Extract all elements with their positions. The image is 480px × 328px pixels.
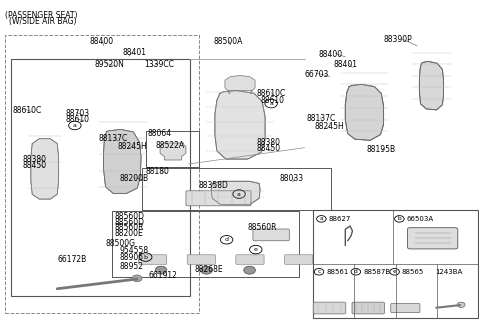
Text: 66703: 66703 bbox=[305, 70, 329, 79]
Text: a: a bbox=[320, 216, 323, 221]
Circle shape bbox=[201, 266, 212, 274]
Text: 88703: 88703 bbox=[65, 109, 89, 118]
Polygon shape bbox=[31, 139, 59, 199]
FancyBboxPatch shape bbox=[352, 302, 384, 314]
Text: 88380: 88380 bbox=[257, 138, 281, 147]
Polygon shape bbox=[345, 84, 384, 140]
Text: 88560R: 88560R bbox=[114, 223, 144, 232]
Text: 88610C: 88610C bbox=[257, 89, 286, 98]
Bar bbox=[313, 210, 479, 318]
FancyBboxPatch shape bbox=[391, 303, 420, 313]
Text: 954558: 954558 bbox=[120, 246, 148, 255]
Text: 88561: 88561 bbox=[326, 269, 348, 275]
Text: 88137C: 88137C bbox=[306, 114, 336, 123]
Bar bbox=[146, 131, 199, 167]
FancyBboxPatch shape bbox=[408, 228, 458, 249]
Text: (W/SIDE AIR BAG): (W/SIDE AIR BAG) bbox=[9, 17, 77, 27]
Text: e: e bbox=[254, 247, 258, 252]
Bar bbox=[11, 59, 190, 296]
Text: 88450: 88450 bbox=[22, 161, 47, 170]
Text: d: d bbox=[354, 269, 358, 274]
Circle shape bbox=[244, 266, 255, 274]
Text: 88180: 88180 bbox=[145, 167, 169, 176]
Polygon shape bbox=[225, 75, 255, 91]
Text: 88500A: 88500A bbox=[214, 37, 243, 46]
Text: c: c bbox=[317, 269, 321, 274]
Text: 88268E: 88268E bbox=[194, 265, 223, 274]
Text: 88401: 88401 bbox=[333, 60, 357, 69]
Text: 88358D: 88358D bbox=[198, 181, 228, 190]
Circle shape bbox=[156, 266, 167, 274]
Text: 66172B: 66172B bbox=[57, 255, 86, 264]
Text: 88560D: 88560D bbox=[114, 213, 144, 221]
Bar bbox=[112, 211, 299, 277]
Text: 88565: 88565 bbox=[402, 269, 424, 275]
Text: b: b bbox=[144, 255, 148, 259]
Text: 88245H: 88245H bbox=[118, 142, 148, 151]
Text: d: d bbox=[225, 237, 228, 242]
Text: 88200B: 88200B bbox=[120, 174, 148, 183]
Bar bbox=[142, 168, 331, 210]
Text: 88064: 88064 bbox=[148, 130, 172, 138]
Text: 88500G: 88500G bbox=[105, 238, 135, 248]
FancyBboxPatch shape bbox=[313, 302, 346, 314]
Text: b: b bbox=[397, 216, 401, 221]
Text: 661912: 661912 bbox=[148, 271, 177, 280]
Bar bbox=[4, 35, 199, 313]
Text: 88200E: 88200E bbox=[114, 229, 143, 238]
Text: 88137C: 88137C bbox=[99, 134, 128, 143]
Text: 66503A: 66503A bbox=[407, 216, 434, 222]
FancyBboxPatch shape bbox=[236, 255, 264, 264]
Text: 88610C: 88610C bbox=[12, 106, 42, 114]
Text: e: e bbox=[393, 269, 396, 274]
Text: a: a bbox=[237, 192, 241, 196]
Text: 88195B: 88195B bbox=[367, 145, 396, 154]
Text: a: a bbox=[73, 123, 77, 128]
Text: 88627: 88627 bbox=[328, 216, 351, 222]
Circle shape bbox=[457, 302, 465, 307]
Text: 89520N: 89520N bbox=[94, 60, 124, 69]
Text: 88610: 88610 bbox=[65, 115, 89, 124]
Text: 88380: 88380 bbox=[22, 154, 46, 164]
Text: 88401: 88401 bbox=[123, 49, 147, 57]
Text: 1243BA: 1243BA bbox=[435, 269, 463, 275]
Text: 88400: 88400 bbox=[89, 37, 113, 46]
Polygon shape bbox=[215, 91, 265, 159]
Text: 88560R: 88560R bbox=[247, 223, 276, 232]
Text: 88390P: 88390P bbox=[384, 35, 412, 44]
Text: a: a bbox=[269, 101, 273, 106]
Circle shape bbox=[132, 275, 142, 281]
FancyBboxPatch shape bbox=[285, 255, 313, 264]
Text: 88245H: 88245H bbox=[314, 122, 344, 131]
FancyBboxPatch shape bbox=[139, 255, 167, 264]
Text: 88560D: 88560D bbox=[114, 218, 144, 227]
Text: 88450: 88450 bbox=[257, 144, 281, 153]
Text: 1339CC: 1339CC bbox=[144, 60, 174, 69]
FancyBboxPatch shape bbox=[186, 191, 251, 206]
Text: 88587B: 88587B bbox=[363, 269, 390, 275]
FancyBboxPatch shape bbox=[253, 229, 289, 241]
Text: 88610: 88610 bbox=[261, 96, 285, 105]
Text: 88952: 88952 bbox=[120, 262, 144, 271]
FancyBboxPatch shape bbox=[187, 255, 216, 264]
Text: 88400: 88400 bbox=[319, 50, 343, 59]
Polygon shape bbox=[104, 129, 141, 194]
Polygon shape bbox=[160, 143, 186, 160]
Polygon shape bbox=[420, 61, 444, 110]
Polygon shape bbox=[211, 181, 260, 205]
Text: 88033: 88033 bbox=[280, 174, 304, 183]
Text: 88522A: 88522A bbox=[156, 141, 184, 150]
Text: 88905: 88905 bbox=[120, 253, 144, 262]
Text: (PASSENGER SEAT): (PASSENGER SEAT) bbox=[4, 11, 77, 20]
